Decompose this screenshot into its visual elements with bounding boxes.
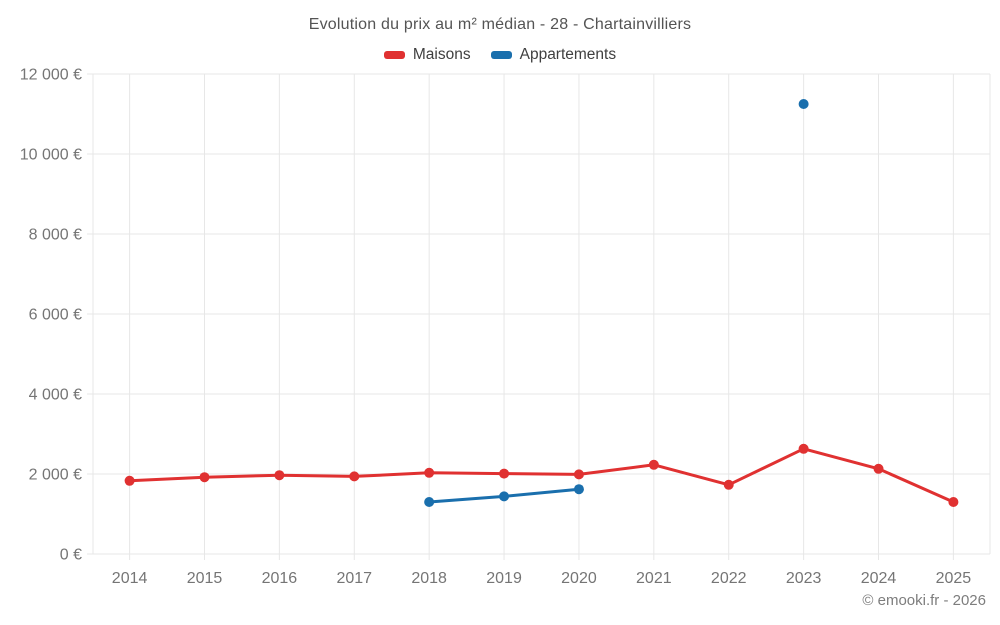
point-appartements-2018[interactable] <box>424 497 435 507</box>
y-tick-label-4000: 4 000 € <box>29 387 82 404</box>
y-tick-label-8000: 8 000 € <box>29 227 82 244</box>
x-tick-label-2022: 2022 <box>711 570 747 587</box>
point-maisons-2022[interactable] <box>723 479 734 490</box>
x-tick-label-2014: 2014 <box>112 570 148 587</box>
point-maisons-2024[interactable] <box>873 463 884 474</box>
x-tick-label-2018: 2018 <box>411 570 447 587</box>
point-maisons-2019[interactable] <box>499 468 510 479</box>
point-maisons-2015[interactable] <box>199 472 210 483</box>
x-tick-label-2025: 2025 <box>936 570 972 587</box>
point-maisons-2016[interactable] <box>274 470 285 481</box>
x-tick-label-2020: 2020 <box>561 570 597 587</box>
point-maisons-2014[interactable] <box>124 475 135 486</box>
point-maisons-2025[interactable] <box>948 497 959 507</box>
point-appartements-2019[interactable] <box>499 491 510 502</box>
legend-label-appartements: Appartements <box>519 46 617 63</box>
point-appartements-2023[interactable] <box>798 99 809 109</box>
y-tick-label-6000: 6 000 € <box>29 307 82 324</box>
legend-swatch-maisons <box>383 51 405 59</box>
x-tick-label-2016: 2016 <box>262 570 298 587</box>
chart-legend: Maisons Appartements <box>0 46 1000 64</box>
legend-item-appartements[interactable]: Appartements <box>490 46 617 64</box>
x-tick-label-2019: 2019 <box>486 570 522 587</box>
point-maisons-2020[interactable] <box>573 469 584 480</box>
x-tick-label-2024: 2024 <box>861 570 897 587</box>
legend-item-maisons[interactable]: Maisons <box>383 46 471 64</box>
legend-label-maisons: Maisons <box>412 46 471 63</box>
copyright-text: © emooki.fr - 2026 <box>862 592 986 609</box>
x-tick-label-2021: 2021 <box>636 570 672 587</box>
x-tick-label-2015: 2015 <box>187 570 223 587</box>
x-tick-label-2017: 2017 <box>336 570 372 587</box>
point-maisons-2018[interactable] <box>424 467 435 478</box>
y-tick-label-12000: 12 000 € <box>20 67 82 84</box>
point-maisons-2023[interactable] <box>798 443 809 454</box>
y-tick-label-2000: 2 000 € <box>29 467 82 484</box>
point-maisons-2017[interactable] <box>349 471 360 482</box>
y-tick-label-0: 0 € <box>60 547 82 564</box>
chart-title: Evolution du prix au m² médian - 28 - Ch… <box>308 16 692 33</box>
legend-swatch-appartements <box>490 51 512 59</box>
point-maisons-2021[interactable] <box>648 459 659 470</box>
point-appartements-2020[interactable] <box>573 484 584 495</box>
x-tick-label-2023: 2023 <box>786 570 822 587</box>
series-line-maisons <box>128 447 955 504</box>
y-tick-label-10000: 10 000 € <box>20 147 82 164</box>
